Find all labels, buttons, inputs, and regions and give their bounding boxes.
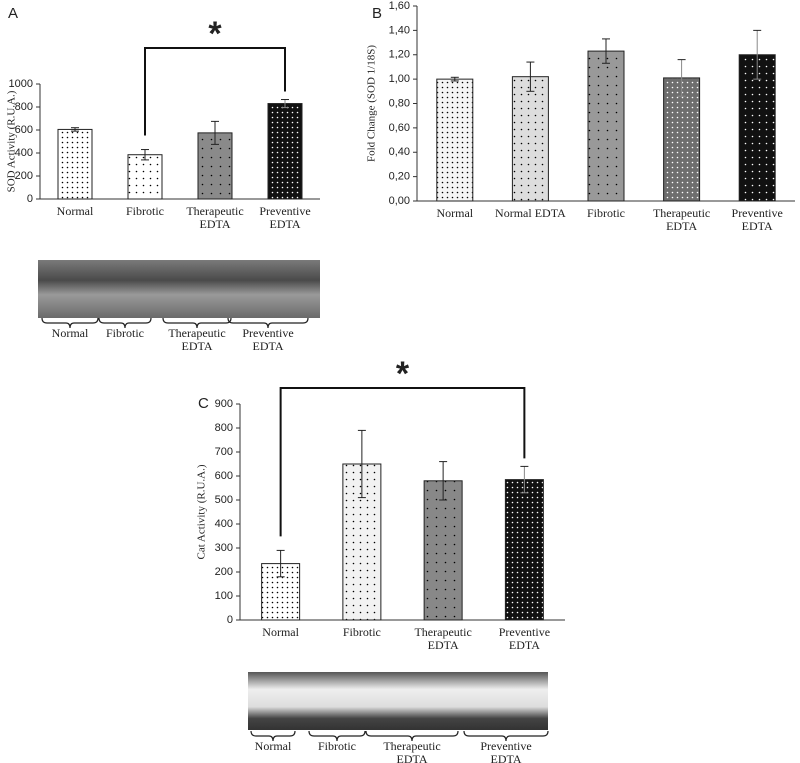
bar (267, 103, 303, 200)
x-tick-label: Normal (436, 206, 474, 220)
x-tick-label: Normal (56, 204, 94, 218)
lane-brace (162, 317, 232, 329)
bar (127, 154, 163, 200)
y-tick-label: 1,00 (389, 73, 410, 85)
significance-bracket (144, 47, 286, 136)
y-tick-label: 300 (215, 542, 233, 554)
y-axis-label: Cat Activity (R.U.A.) (196, 464, 208, 559)
y-tick-label: 500 (215, 494, 233, 506)
blot-lane-label: Fibrotic (106, 326, 144, 340)
y-tick-label: 0,00 (389, 195, 410, 207)
lane-brace (41, 317, 99, 329)
y-tick-label: 100 (215, 590, 233, 602)
y-tick-label: 1,60 (389, 0, 410, 12)
x-tick-label: Fibrotic (126, 204, 164, 218)
blot-lane-label: Preventive EDTA (242, 326, 294, 353)
y-tick-label: 0,60 (389, 122, 410, 134)
y-tick-label: 0 (227, 614, 233, 626)
blot-lane-label: Preventive EDTA (480, 739, 532, 763)
blot-lane-label: Fibrotic (318, 739, 356, 753)
x-tick-label: Normal EDTA (495, 206, 566, 220)
significance-star: * (396, 355, 410, 393)
lane-brace (227, 317, 309, 329)
bar (511, 76, 549, 202)
lane-brace (463, 730, 549, 742)
blot-image (38, 260, 320, 318)
panel-label: A (8, 5, 18, 22)
x-tick-label: Preventive EDTA (498, 625, 551, 652)
panel-label: B (372, 5, 382, 22)
y-tick-label: 1,40 (389, 24, 410, 36)
lane-brace (308, 730, 366, 742)
y-tick-label: 0 (27, 193, 33, 205)
bar (57, 128, 93, 200)
y-tick-label: 600 (15, 124, 33, 136)
bar (504, 479, 544, 621)
y-tick-label: 0,80 (389, 97, 410, 109)
lane-brace (250, 730, 296, 742)
y-tick-label: 600 (215, 470, 233, 482)
significance-star: * (208, 15, 222, 53)
y-tick-label: 0,40 (389, 146, 410, 158)
y-tick-label: 1,20 (389, 49, 410, 61)
y-tick-label: 800 (215, 422, 233, 434)
x-tick-label: Preventive EDTA (731, 206, 783, 233)
y-axis-label: SOD Activity (R.U.A.) (6, 90, 18, 192)
x-tick-label: Preventive EDTA (259, 204, 311, 231)
panel-label: C (198, 395, 209, 412)
bar (436, 78, 474, 202)
blot-lane-label: Normal (254, 739, 292, 753)
y-tick-label: 400 (215, 518, 233, 530)
y-tick-label: 900 (215, 398, 233, 410)
blot-lane-label: Normal (51, 326, 89, 340)
x-tick-label: Therapeutic EDTA (414, 625, 472, 652)
y-tick-label: 400 (15, 147, 33, 159)
x-tick-label: Normal (262, 625, 299, 639)
y-tick-label: 200 (215, 566, 233, 578)
lane-brace (98, 317, 152, 329)
y-axis-label: Fold Change (SOD 1/18S) (366, 45, 378, 162)
y-tick-label: 200 (15, 170, 33, 182)
x-tick-label: Therapeutic EDTA (652, 206, 711, 233)
blot-lane-label: Therapeutic EDTA (168, 326, 226, 353)
bar (423, 480, 463, 621)
blot-lane-label: Therapeutic EDTA (383, 739, 441, 763)
x-tick-label: Fibrotic (342, 625, 381, 639)
blot-image (248, 672, 548, 730)
lane-brace (365, 730, 459, 742)
y-tick-label: 800 (15, 101, 33, 113)
y-tick-label: 1000 (9, 78, 33, 90)
bar (663, 77, 701, 202)
significance-bracket (279, 387, 526, 537)
y-tick-label: 0,20 (389, 171, 410, 183)
x-tick-label: Fibrotic (587, 206, 625, 220)
x-tick-label: Therapeutic EDTA (186, 204, 244, 231)
bar (587, 50, 625, 202)
y-tick-label: 700 (215, 446, 233, 458)
